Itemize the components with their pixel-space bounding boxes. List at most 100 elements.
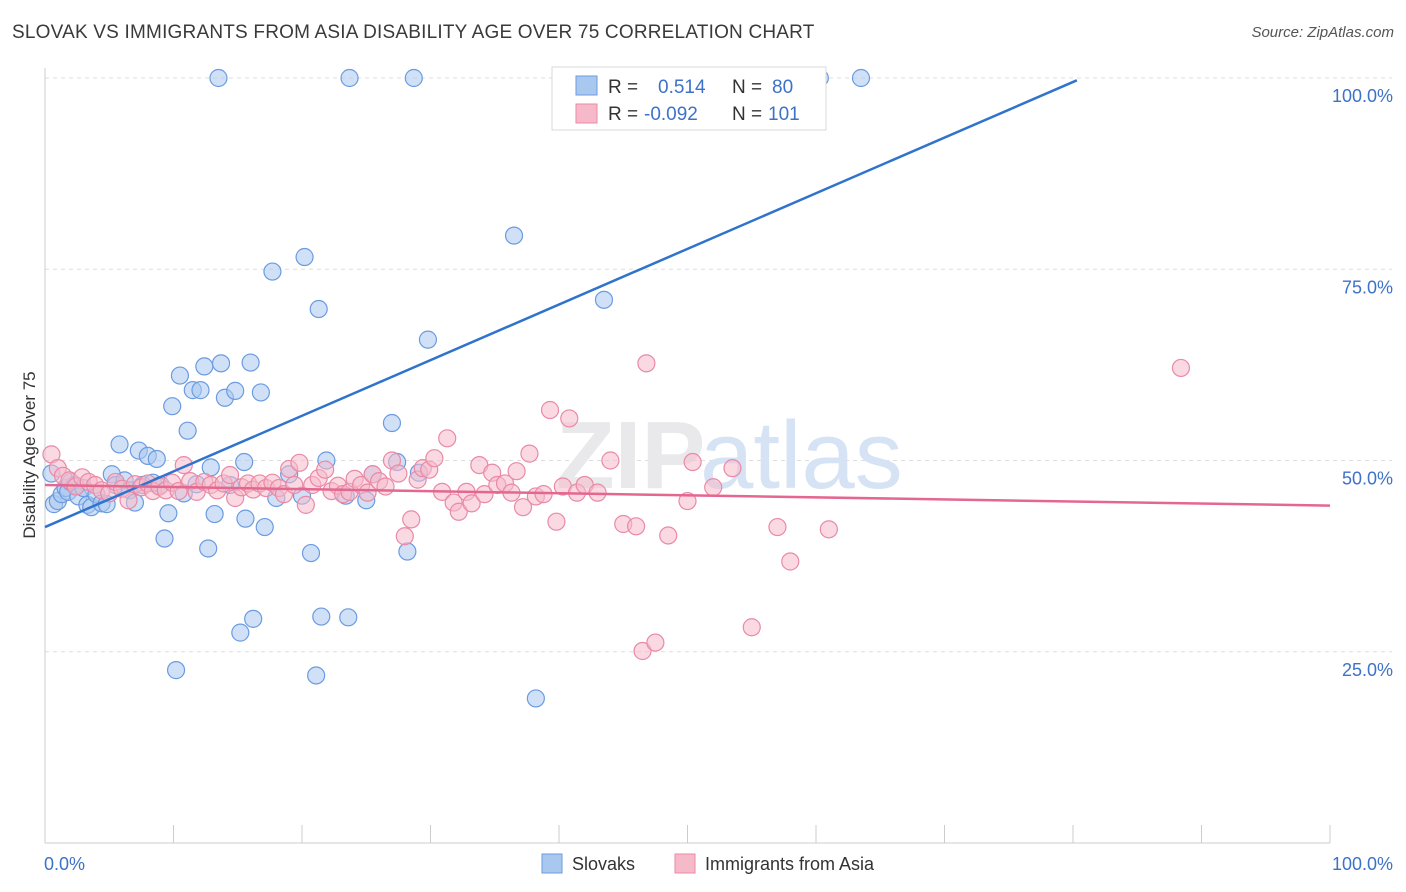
legend: R = 0.514 N = 80 R = -0.092 N = 101	[551, 66, 827, 131]
slovaks-point-48	[241, 353, 260, 372]
source-label: Source: ZipAtlas.com	[1251, 24, 1394, 41]
legend-r-value-2: -0.092	[644, 104, 698, 125]
immigrants-asia-point-101	[819, 520, 838, 539]
slovaks-point-17	[110, 435, 129, 454]
immigrants-asia-point-80	[540, 400, 560, 420]
bottom-legend: Slovaks Immigrants from Asia	[541, 853, 875, 874]
watermark-atlas: atlas	[700, 402, 903, 509]
slovaks-point-46	[235, 452, 254, 472]
slovaks-point-56	[295, 247, 314, 267]
slovaks-point-59	[309, 299, 328, 319]
slovaks-point-38	[199, 539, 218, 558]
x-tick-label-0: 0.0%	[44, 854, 85, 874]
slovaks-point-60	[312, 607, 331, 626]
immigrants-asia-point-83	[560, 409, 579, 428]
slovaks-point-27	[155, 529, 174, 548]
slovaks-point-71	[504, 226, 524, 245]
immigrants-asia-point-97	[723, 459, 742, 478]
immigrants-asia-point-96	[704, 478, 723, 497]
slovaks-point-70	[418, 330, 438, 349]
immigrants-asia-point-44	[316, 460, 335, 479]
legend-n-label-1: N =	[732, 77, 762, 98]
immigrants-asia-point-91	[637, 354, 656, 373]
immigrants-asia-point-89	[626, 517, 646, 536]
immigrants-asia-point-102	[1171, 358, 1191, 378]
legend-n-value-2: 101	[768, 104, 800, 125]
y-tick-labels: 25.0% 50.0% 75.0% 100.0%	[1332, 86, 1393, 680]
slovaks-point-40	[205, 504, 224, 524]
slovaks-point-44	[226, 381, 245, 400]
legend-r-value-1: 0.514	[658, 77, 706, 98]
immigrants-asia-point-77	[520, 444, 539, 463]
trend-lines	[44, 79, 1331, 529]
immigrants-asia-point-40	[290, 453, 309, 472]
bottom-legend-swatch-slovaks	[541, 853, 563, 874]
immigrants-asia-point-92	[646, 633, 665, 652]
slovaks-point-76	[404, 68, 423, 88]
slovaks-point-57	[301, 543, 321, 563]
slovaks-point-45	[231, 623, 250, 642]
slovaks-point-30	[166, 661, 186, 680]
legend-n-value-1: 80	[772, 77, 793, 98]
legend-n-label-2: N =	[732, 104, 762, 125]
immigrants-asia-point-76	[513, 498, 533, 517]
immigrants-asia-point-51	[358, 483, 377, 502]
immigrants-asia-point-66	[449, 502, 468, 521]
y-tick-label-1: 50.0%	[1342, 469, 1393, 489]
slovaks-point-58	[307, 666, 326, 685]
immigrants-asia-point-41	[296, 495, 315, 514]
slovaks-point-50	[251, 383, 270, 402]
x-tick-labels: 0.0% 100.0%	[44, 854, 1393, 874]
slovaks-point-72	[526, 689, 545, 708]
slovaks-point-66	[382, 413, 402, 433]
immigrants-asia-point-54	[376, 477, 395, 496]
slovaks-point-74	[209, 68, 228, 88]
slovaks-point-51	[255, 517, 274, 537]
immigrants-asia-point-99	[768, 517, 787, 537]
immigrants-asia-trend-line	[44, 483, 1331, 507]
immigrants-asia-point-100	[781, 552, 800, 571]
immigrants-asia-point-75	[507, 462, 526, 481]
slovaks-point-41	[211, 354, 231, 373]
y-axis-title: Disability Age Over 75	[20, 371, 39, 538]
x-tick-label-1: 100.0%	[1332, 854, 1393, 874]
slovaks-point-75	[340, 68, 359, 88]
immigrants-asia-point-62	[425, 449, 444, 468]
legend-r-label-2: R =	[608, 104, 638, 125]
legend-swatch-slovaks	[575, 75, 598, 96]
immigrants-asia-point-58	[402, 510, 421, 529]
immigrants-asia-point-28	[220, 465, 240, 485]
slovaks-point-37	[195, 357, 214, 376]
bottom-legend-swatch-immigrants	[674, 853, 696, 874]
slovaks-trend-line	[44, 79, 1078, 529]
slovaks-point-63	[339, 608, 358, 627]
y-tick-label-2: 75.0%	[1342, 277, 1393, 297]
immigrants-asia-point-90	[633, 641, 652, 661]
slovaks-point-33	[178, 421, 197, 440]
bottom-legend-immigrants: Immigrants from Asia	[705, 854, 875, 874]
slovaks-point-36	[191, 381, 210, 400]
immigrants-asia-point-39	[285, 475, 304, 495]
slovaks-point-79	[851, 68, 871, 88]
immigrants-asia-point-93	[659, 526, 678, 545]
legend-swatch-immigrants	[575, 103, 598, 124]
legend-r-label-1: R =	[608, 77, 638, 98]
slovaks-point-28	[159, 504, 178, 523]
slovaks-point-47	[236, 509, 255, 528]
slovaks-point-52	[263, 262, 282, 281]
immigrants-asia-point-57	[395, 527, 414, 546]
slovaks-point-31	[170, 366, 190, 385]
y-tick-label-0: 25.0%	[1342, 660, 1393, 680]
immigrants-asia-point-68	[462, 494, 481, 513]
slovaks-points	[42, 68, 871, 708]
slovaks-point-29	[163, 397, 182, 416]
immigrants-asia-point-64	[438, 429, 457, 448]
slovaks-point-25	[147, 449, 166, 469]
y-tick-label-3: 100.0%	[1332, 86, 1393, 106]
slovaks-point-68	[398, 542, 417, 561]
slovaks-point-49	[244, 609, 263, 628]
chart-title: SLOVAK VS IMMIGRANTS FROM ASIA DISABILIT…	[12, 22, 815, 43]
immigrants-asia-point-81	[547, 512, 566, 531]
immigrants-asia-point-98	[742, 618, 761, 637]
